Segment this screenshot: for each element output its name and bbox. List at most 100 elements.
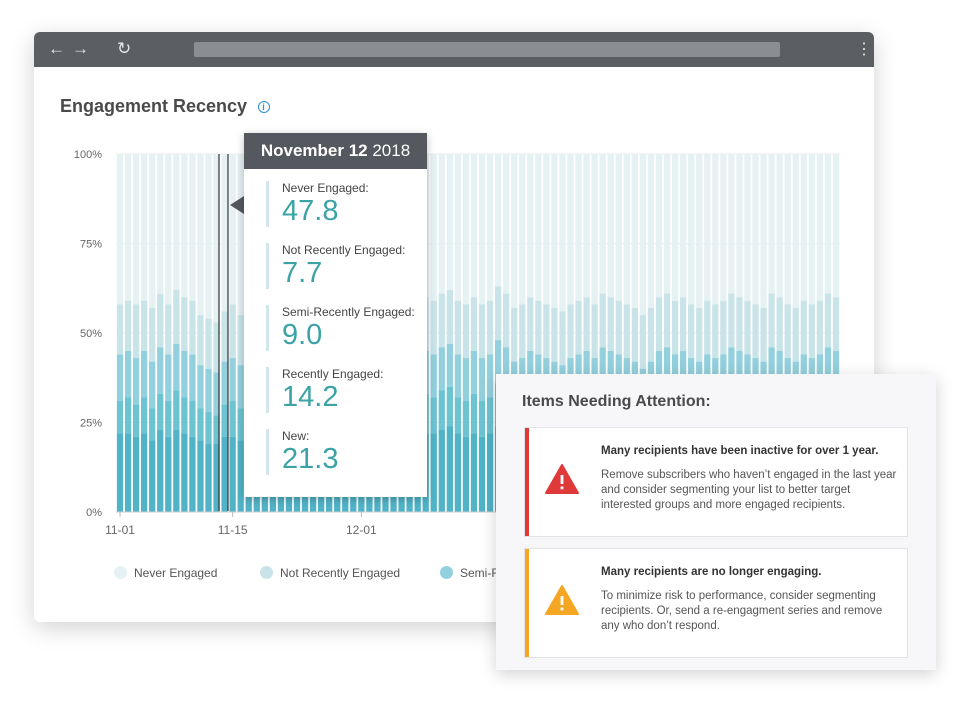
chart-bar-segment <box>728 347 735 391</box>
chart-bar-segment <box>149 361 156 409</box>
legend-item-not-recently-engaged[interactable]: Not Recently Engaged <box>260 566 400 580</box>
chart-bar-segment <box>124 350 132 398</box>
chart-bar-segment <box>631 307 638 362</box>
chart-bar-segment <box>599 293 606 348</box>
title-row: Engagement Recency i <box>60 96 270 117</box>
chart-bar-segment <box>647 307 655 362</box>
chart-bar-segment <box>671 154 679 301</box>
chart-bar-segment <box>173 290 180 344</box>
chart-bar-segment <box>430 154 437 301</box>
chart-bar-segment <box>575 300 582 355</box>
chart-bar-segment <box>744 154 751 301</box>
chart-bar-segment <box>776 297 783 351</box>
chart-bar-segment <box>808 154 815 305</box>
chart-bar-segment <box>221 154 228 312</box>
info-icon[interactable]: i <box>257 101 270 113</box>
chart-bar-segment <box>141 397 148 434</box>
chart-bar-segment <box>816 154 824 301</box>
tooltip-item-not-recently-engaged: Not Recently Engaged: 7.7 <box>266 243 405 289</box>
chart-bar-segment <box>205 368 212 412</box>
chart-bar-segment <box>503 293 510 348</box>
chart-bar-segment <box>494 154 502 287</box>
chart-bar-segment <box>205 411 212 444</box>
chart-bar-segment <box>173 154 180 291</box>
reload-icon[interactable]: ↻ <box>117 39 132 58</box>
chart-bar-segment <box>470 350 478 394</box>
chart-bar-segment <box>124 300 132 351</box>
chart-bar-segment <box>567 154 574 305</box>
chart-bar-segment <box>181 397 188 434</box>
x-tick-label: 11-15 <box>218 523 248 537</box>
chart-bar-segment <box>486 354 494 398</box>
chart-bar-segment <box>688 154 695 305</box>
chart-bar-segment <box>551 307 558 362</box>
severity-bar <box>525 428 529 536</box>
tooltip-label: Not Recently Engaged: <box>282 243 406 257</box>
chart-bar-segment <box>181 154 188 298</box>
card-title: Many recipients have been inactive for o… <box>601 445 879 457</box>
card-title: Many recipients are no longer engaging. <box>601 566 822 578</box>
chart-bar-segment <box>663 154 671 294</box>
chart-bar-segment <box>157 154 164 294</box>
chart-bar-segment <box>824 293 832 348</box>
chart-bar-segment <box>157 293 164 348</box>
arrow-left-icon[interactable]: ← <box>48 39 65 58</box>
tooltip-pointer <box>230 196 244 214</box>
chart-bar-segment <box>430 433 437 512</box>
chart-bar-segment <box>736 350 743 394</box>
chart-bar-segment <box>462 436 470 512</box>
chart-bar-segment <box>559 311 566 366</box>
chart-bar-segment <box>438 154 445 294</box>
chart-bar-segment <box>704 300 711 355</box>
chart-bar-segment <box>784 304 791 359</box>
chart-bar-segment <box>197 365 204 409</box>
chart-bar-segment <box>808 304 815 359</box>
card-body: Remove subscribers who haven’t engaged i… <box>601 469 897 511</box>
chart-bar-segment <box>478 304 486 359</box>
chart-bar-segment <box>470 297 478 351</box>
chart-bar-segment <box>181 297 188 351</box>
arrow-right-icon[interactable]: → <box>72 39 89 58</box>
chart-bar-segment <box>213 372 220 416</box>
chart-bar-segment <box>141 433 148 512</box>
chart-bar-segment <box>623 304 630 359</box>
chart-bar-segment <box>720 300 727 355</box>
chart-bar-segment <box>141 300 148 351</box>
chart-bar-segment <box>132 436 140 512</box>
chart-bar-segment <box>229 358 236 402</box>
attention-card-inactive[interactable]: Many recipients have been inactive for o… <box>524 427 908 537</box>
chart-bar-segment <box>768 293 775 348</box>
chart-bar-segment <box>583 154 590 298</box>
chart-bar-segment <box>189 354 196 402</box>
chart-bar-segment <box>824 154 832 294</box>
chart-bar-segment <box>680 297 687 351</box>
chart-bar-segment <box>454 354 462 398</box>
tooltip-item-never-engaged: Never Engaged: 47.8 <box>266 181 369 227</box>
chart-bar-segment <box>189 401 196 437</box>
tooltip-date-year: 2018 <box>372 141 411 160</box>
legend-item-never-engaged[interactable]: Never Engaged <box>114 566 217 580</box>
legend-swatch <box>440 566 453 579</box>
attention-card-not-engaging[interactable]: Many recipients are no longer engaging. … <box>524 548 908 658</box>
chart-bar-segment <box>132 358 140 405</box>
chart-bar-segment <box>213 415 220 444</box>
chart-bar-segment <box>486 154 494 301</box>
address-bar[interactable] <box>194 42 780 57</box>
chart-bar-segment <box>446 343 453 387</box>
chart-bar-segment <box>478 358 486 402</box>
chart-bar-segment <box>655 154 663 298</box>
chart-bar-segment <box>197 154 204 316</box>
chart-bar-segment <box>527 297 534 351</box>
chart-bar-segment <box>157 393 164 430</box>
chart-bar-segment <box>446 154 453 291</box>
tooltip-label: Recently Engaged: <box>282 367 384 381</box>
chart-bar-segment <box>639 154 647 316</box>
chart-bar-segment <box>229 154 236 305</box>
chart-bar-segment <box>712 154 719 305</box>
chart-bar-segment <box>189 154 196 301</box>
chart-bar-segment <box>583 350 590 394</box>
chart-bar-segment <box>647 154 655 308</box>
chart-bar-segment <box>663 293 671 348</box>
kebab-menu-icon[interactable]: ⋮ <box>856 41 872 58</box>
chart-bar-segment <box>511 154 518 308</box>
